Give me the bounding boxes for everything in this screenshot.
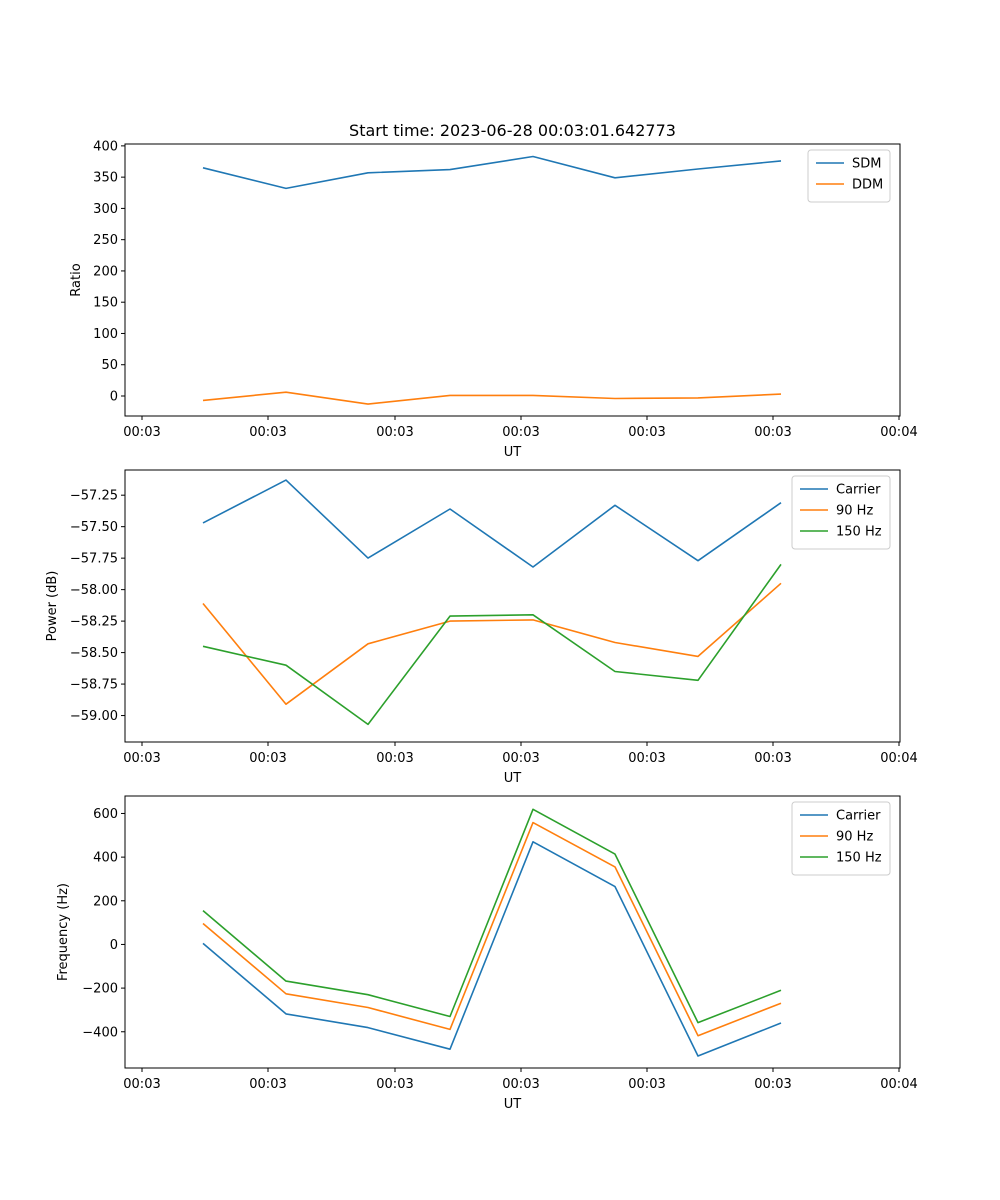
y-axis-label: Ratio xyxy=(69,263,84,296)
x-tick-label: 00:03 xyxy=(628,425,665,440)
y-tick-label: 200 xyxy=(93,264,118,279)
axes-frame xyxy=(124,795,901,1069)
y-tick-label: −58.00 xyxy=(70,583,118,598)
legend-entry: 90 Hz xyxy=(836,830,873,845)
y-tick-label: 0 xyxy=(110,938,118,953)
axes-frame xyxy=(124,143,901,417)
series-line-carrier xyxy=(202,840,782,1057)
legend-entry: 150 Hz xyxy=(836,525,882,540)
x-tick-label: 00:04 xyxy=(880,425,917,440)
y-tick-label: 350 xyxy=(93,171,118,186)
y-tick-label: 250 xyxy=(93,233,118,248)
legend-entry: 150 Hz xyxy=(836,851,882,866)
x-tick-label: 00:03 xyxy=(123,1077,160,1092)
y-tick-label: 100 xyxy=(93,327,118,342)
y-tick-label: 0 xyxy=(110,389,118,404)
y-tick-label: 600 xyxy=(93,807,118,822)
x-tick-label: 00:03 xyxy=(123,751,160,766)
series-line-sdm xyxy=(202,155,782,190)
x-tick-label: 00:03 xyxy=(754,751,791,766)
legend-entry: 90 Hz xyxy=(836,504,873,519)
x-tick-label: 00:03 xyxy=(249,1077,286,1092)
x-tick-label: 00:03 xyxy=(376,1077,413,1092)
y-tick-label: −200 xyxy=(82,982,118,997)
legend-entry: Carrier xyxy=(836,483,881,498)
chart-panel-3: −400 −200 0 200 400 600 00:03 00:03 00:03 00:03 00… xyxy=(56,795,918,1112)
x-tick-label: 00:03 xyxy=(628,1077,665,1092)
y-tick-label: 150 xyxy=(93,296,118,311)
y-tick-label: −58.25 xyxy=(70,615,118,630)
legend-entry: Carrier xyxy=(836,809,881,824)
x-tick-label: 00:03 xyxy=(502,1077,539,1092)
legend-entry: DDM xyxy=(852,178,883,193)
y-tick-label: 300 xyxy=(93,202,118,217)
x-tick-label: 00:03 xyxy=(754,425,791,440)
chart-panel-2: −59.00 −58.75 −58.50 −58.25 −58.00 −57.75 −57.… xyxy=(45,469,918,786)
x-tick-label: 00:03 xyxy=(249,751,286,766)
y-tick-label: −58.50 xyxy=(70,646,118,661)
x-tick-label: 00:03 xyxy=(376,751,413,766)
y-tick-label: −57.50 xyxy=(70,520,118,535)
x-tick-label: 00:03 xyxy=(754,1077,791,1092)
y-tick-label: −57.25 xyxy=(70,489,118,504)
y-tick-label: 200 xyxy=(93,894,118,909)
y-tick-label: −59.00 xyxy=(70,709,118,724)
x-axis-label: UT xyxy=(504,1097,522,1112)
y-tick-label: −58.75 xyxy=(70,678,118,693)
series-line-90-hz xyxy=(202,821,782,1037)
y-tick-label: 50 xyxy=(101,358,118,373)
series-line-carrier xyxy=(202,479,782,568)
x-tick-label: 00:03 xyxy=(123,425,160,440)
x-tick-label: 00:03 xyxy=(502,751,539,766)
x-axis-label: UT xyxy=(504,771,522,786)
x-tick-label: 00:03 xyxy=(502,425,539,440)
y-tick-label: 400 xyxy=(93,139,118,154)
y-axis-label: Frequency (Hz) xyxy=(56,883,71,981)
axes-frame xyxy=(124,469,901,743)
series-line-150-hz xyxy=(202,563,782,726)
series-line-ddm xyxy=(202,391,782,405)
y-tick-label: −400 xyxy=(82,1025,118,1040)
x-tick-label: 00:04 xyxy=(880,751,917,766)
series-line-150-hz xyxy=(202,808,782,1024)
x-axis-label: UT xyxy=(504,445,522,460)
chart-title: Start time: 2023-06-28 00:03:01.642773 xyxy=(349,121,676,140)
chart-panel-1: Start time: 2023-06-28 00:03:01.642773 0 5… xyxy=(69,121,918,460)
x-tick-label: 00:03 xyxy=(628,751,665,766)
x-tick-label: 00:03 xyxy=(376,425,413,440)
y-tick-label: 400 xyxy=(93,851,118,866)
legend-entry: SDM xyxy=(852,157,881,172)
y-axis-label: Power (dB) xyxy=(45,571,60,642)
x-tick-label: 00:03 xyxy=(249,425,286,440)
series-line-90-hz xyxy=(202,582,782,706)
y-tick-label: −57.75 xyxy=(70,552,118,567)
x-tick-label: 00:04 xyxy=(880,1077,917,1092)
